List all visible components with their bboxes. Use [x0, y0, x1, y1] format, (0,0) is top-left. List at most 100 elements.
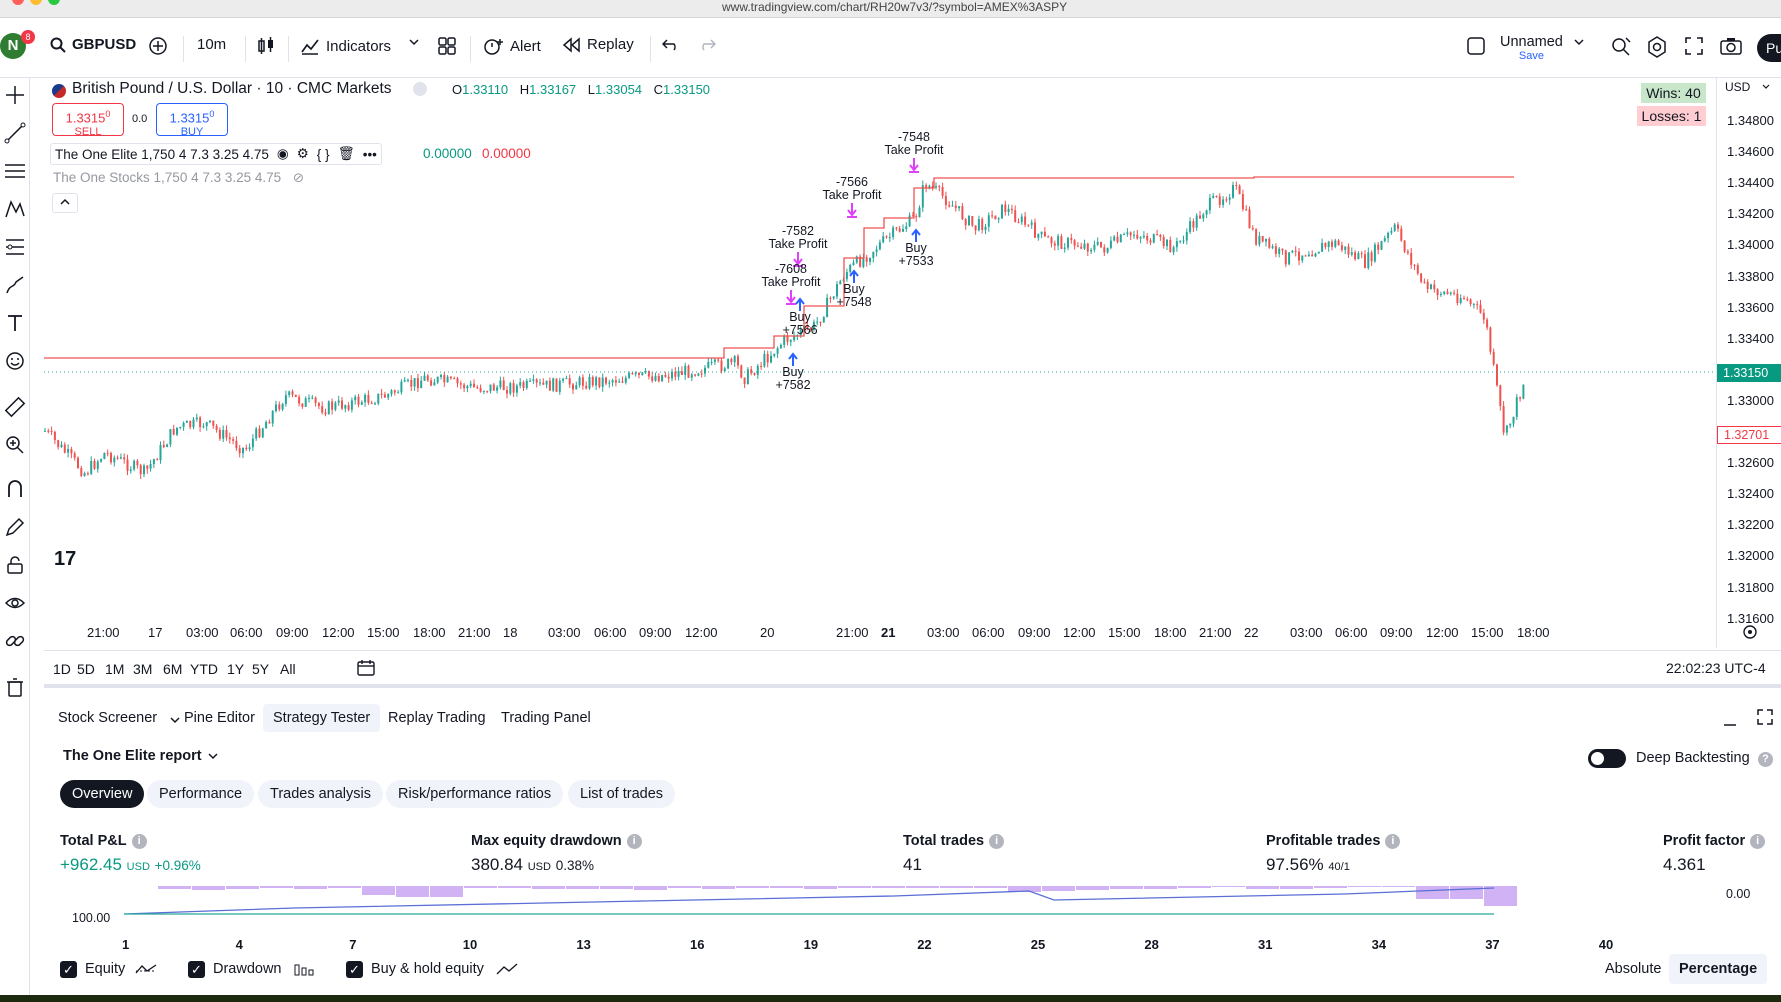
- fullscreen-button[interactable]: [1684, 36, 1704, 56]
- indicator-row-elite[interactable]: The One Elite 1,750 4 7.3 3.25 4.75 ◉ ⚙ …: [50, 143, 382, 165]
- panel-tab[interactable]: Replay Trading: [388, 710, 486, 726]
- eye-icon[interactable]: [4, 592, 26, 614]
- report-selector[interactable]: The One Elite report: [63, 748, 218, 764]
- minimize-panel-icon[interactable]: [1722, 712, 1738, 728]
- info-icon[interactable]: i: [989, 833, 1005, 849]
- range-button[interactable]: 1D: [53, 661, 71, 677]
- compare-symbol-button[interactable]: [148, 36, 168, 56]
- snapshot-button[interactable]: [1720, 36, 1742, 56]
- report-subtab[interactable]: Trades analysis: [258, 780, 384, 808]
- absolute-toggle[interactable]: Absolute: [1605, 961, 1662, 977]
- redo-button[interactable]: [698, 36, 716, 52]
- symbol-title[interactable]: British Pound / U.S. Dollar · 10 · CMC M…: [72, 80, 392, 97]
- price-axis[interactable]: USD 1.34800 1.34600 1.34400 1.34200 1.34000 1…: [1716, 78, 1781, 648]
- layout-select[interactable]: [1466, 36, 1486, 56]
- range-button[interactable]: 1M: [105, 661, 125, 677]
- horizontal-lines-icon[interactable]: [4, 160, 26, 182]
- range-button[interactable]: All: [280, 661, 296, 677]
- publish-button[interactable]: Pu: [1757, 34, 1781, 62]
- candle-body: [463, 384, 466, 389]
- zoom-in-icon[interactable]: [4, 434, 26, 456]
- ruler-icon[interactable]: [4, 396, 26, 418]
- percentage-toggle[interactable]: Percentage: [1669, 954, 1768, 984]
- buyhold-checkbox[interactable]: ✓: [346, 961, 363, 978]
- symbol-search[interactable]: GBPUSD: [50, 36, 136, 53]
- chevron-down-icon[interactable]: [170, 715, 180, 725]
- pattern-icon[interactable]: [4, 198, 26, 220]
- info-icon[interactable]: i: [1750, 833, 1766, 849]
- range-button[interactable]: YTD: [190, 661, 218, 677]
- help-icon[interactable]: ?: [1758, 752, 1773, 767]
- layout-dropdown[interactable]: [1573, 36, 1585, 48]
- range-button[interactable]: 5D: [77, 661, 95, 677]
- panel-tab[interactable]: Strategy Tester: [263, 704, 381, 732]
- draw-mode-icon[interactable]: [4, 516, 26, 538]
- layout-templates-button[interactable]: [437, 36, 457, 56]
- forecast-icon[interactable]: [4, 236, 26, 258]
- info-icon[interactable]: i: [626, 833, 642, 849]
- zoom-window-button[interactable]: [48, 0, 60, 5]
- settings-button[interactable]: [1646, 36, 1668, 58]
- drawdown-checkbox[interactable]: ✓: [188, 961, 205, 978]
- axis-settings-icon[interactable]: [1742, 624, 1758, 640]
- layout-name-box[interactable]: Unnamed Save: [1500, 35, 1563, 63]
- magnet-icon[interactable]: [4, 478, 26, 500]
- replay-button[interactable]: Replay: [563, 36, 634, 53]
- panel-tab[interactable]: Stock Screener: [58, 710, 158, 726]
- close-window-button[interactable]: [12, 0, 24, 5]
- range-button[interactable]: 1Y: [227, 661, 245, 677]
- collapse-legend-button[interactable]: [413, 82, 427, 96]
- source-code-icon[interactable]: { }: [316, 146, 330, 162]
- panel-tab[interactable]: Trading Panel: [501, 710, 591, 726]
- info-icon[interactable]: i: [1385, 833, 1401, 849]
- info-icon[interactable]: i: [131, 833, 147, 849]
- range-button[interactable]: 5Y: [252, 661, 270, 677]
- sell-button[interactable]: 1.33150 SELL: [52, 103, 124, 138]
- brush-icon[interactable]: [4, 274, 26, 296]
- alert-button[interactable]: Alert: [482, 36, 541, 56]
- link-icon[interactable]: [4, 630, 26, 652]
- range-button[interactable]: 6M: [163, 661, 183, 677]
- delete-icon[interactable]: 🗑: [337, 146, 355, 161]
- crosshair-icon[interactable]: [4, 84, 26, 106]
- interval-button[interactable]: 10m: [197, 36, 227, 53]
- report-subtab[interactable]: Overview: [60, 780, 145, 808]
- report-subtab[interactable]: Performance: [147, 780, 255, 808]
- emoji-icon[interactable]: [4, 350, 26, 372]
- indicator-row-stocks[interactable]: The One Stocks 1,750 4 7.3 3.25 4.75 ⊘: [53, 170, 304, 186]
- eye-off-icon[interactable]: ⊘: [292, 170, 305, 185]
- minimize-window-button[interactable]: [30, 0, 42, 5]
- trend-line-icon[interactable]: [4, 122, 26, 144]
- candle-body: [1347, 246, 1350, 255]
- undo-button[interactable]: [662, 36, 680, 52]
- save-link[interactable]: Save: [1518, 50, 1544, 62]
- settings-icon[interactable]: ⚙: [296, 146, 309, 161]
- report-subtab[interactable]: List of trades: [568, 780, 676, 808]
- candle-body: [1149, 240, 1152, 243]
- report-subtab[interactable]: Risk/performance ratios: [386, 780, 564, 808]
- clock[interactable]: 22:02:23 UTC-4: [1666, 660, 1766, 676]
- deep-backtesting-toggle[interactable]: [1588, 749, 1626, 768]
- trash-icon[interactable]: [4, 676, 26, 698]
- buy-button[interactable]: 1.33150 BUY: [156, 103, 228, 138]
- quick-search-button[interactable]: [1610, 36, 1632, 58]
- indicators-dropdown[interactable]: [408, 36, 420, 48]
- lock-icon[interactable]: [4, 554, 26, 576]
- maximize-panel-icon[interactable]: [1756, 708, 1774, 726]
- equity-chart[interactable]: [44, 886, 1781, 936]
- currency-select[interactable]: USD: [1725, 80, 1770, 94]
- url-text[interactable]: www.tradingview.com/chart/RH20w7v3/?symb…: [722, 0, 1068, 14]
- chart-type-button[interactable]: [256, 36, 276, 56]
- equity-checkbox[interactable]: ✓: [60, 961, 77, 978]
- panel-tab[interactable]: Pine Editor: [184, 710, 255, 726]
- take-profit-label: Take Profit: [768, 237, 828, 251]
- candle-body: [981, 219, 984, 230]
- range-button[interactable]: 3M: [133, 661, 153, 677]
- eye-icon[interactable]: ◉: [276, 146, 289, 161]
- indicators-button[interactable]: Indicators: [300, 36, 391, 56]
- collapse-indicators-button[interactable]: [52, 193, 78, 213]
- text-icon[interactable]: [4, 312, 26, 334]
- calendar-icon[interactable]: [356, 659, 376, 677]
- more-icon[interactable]: •••: [362, 146, 377, 162]
